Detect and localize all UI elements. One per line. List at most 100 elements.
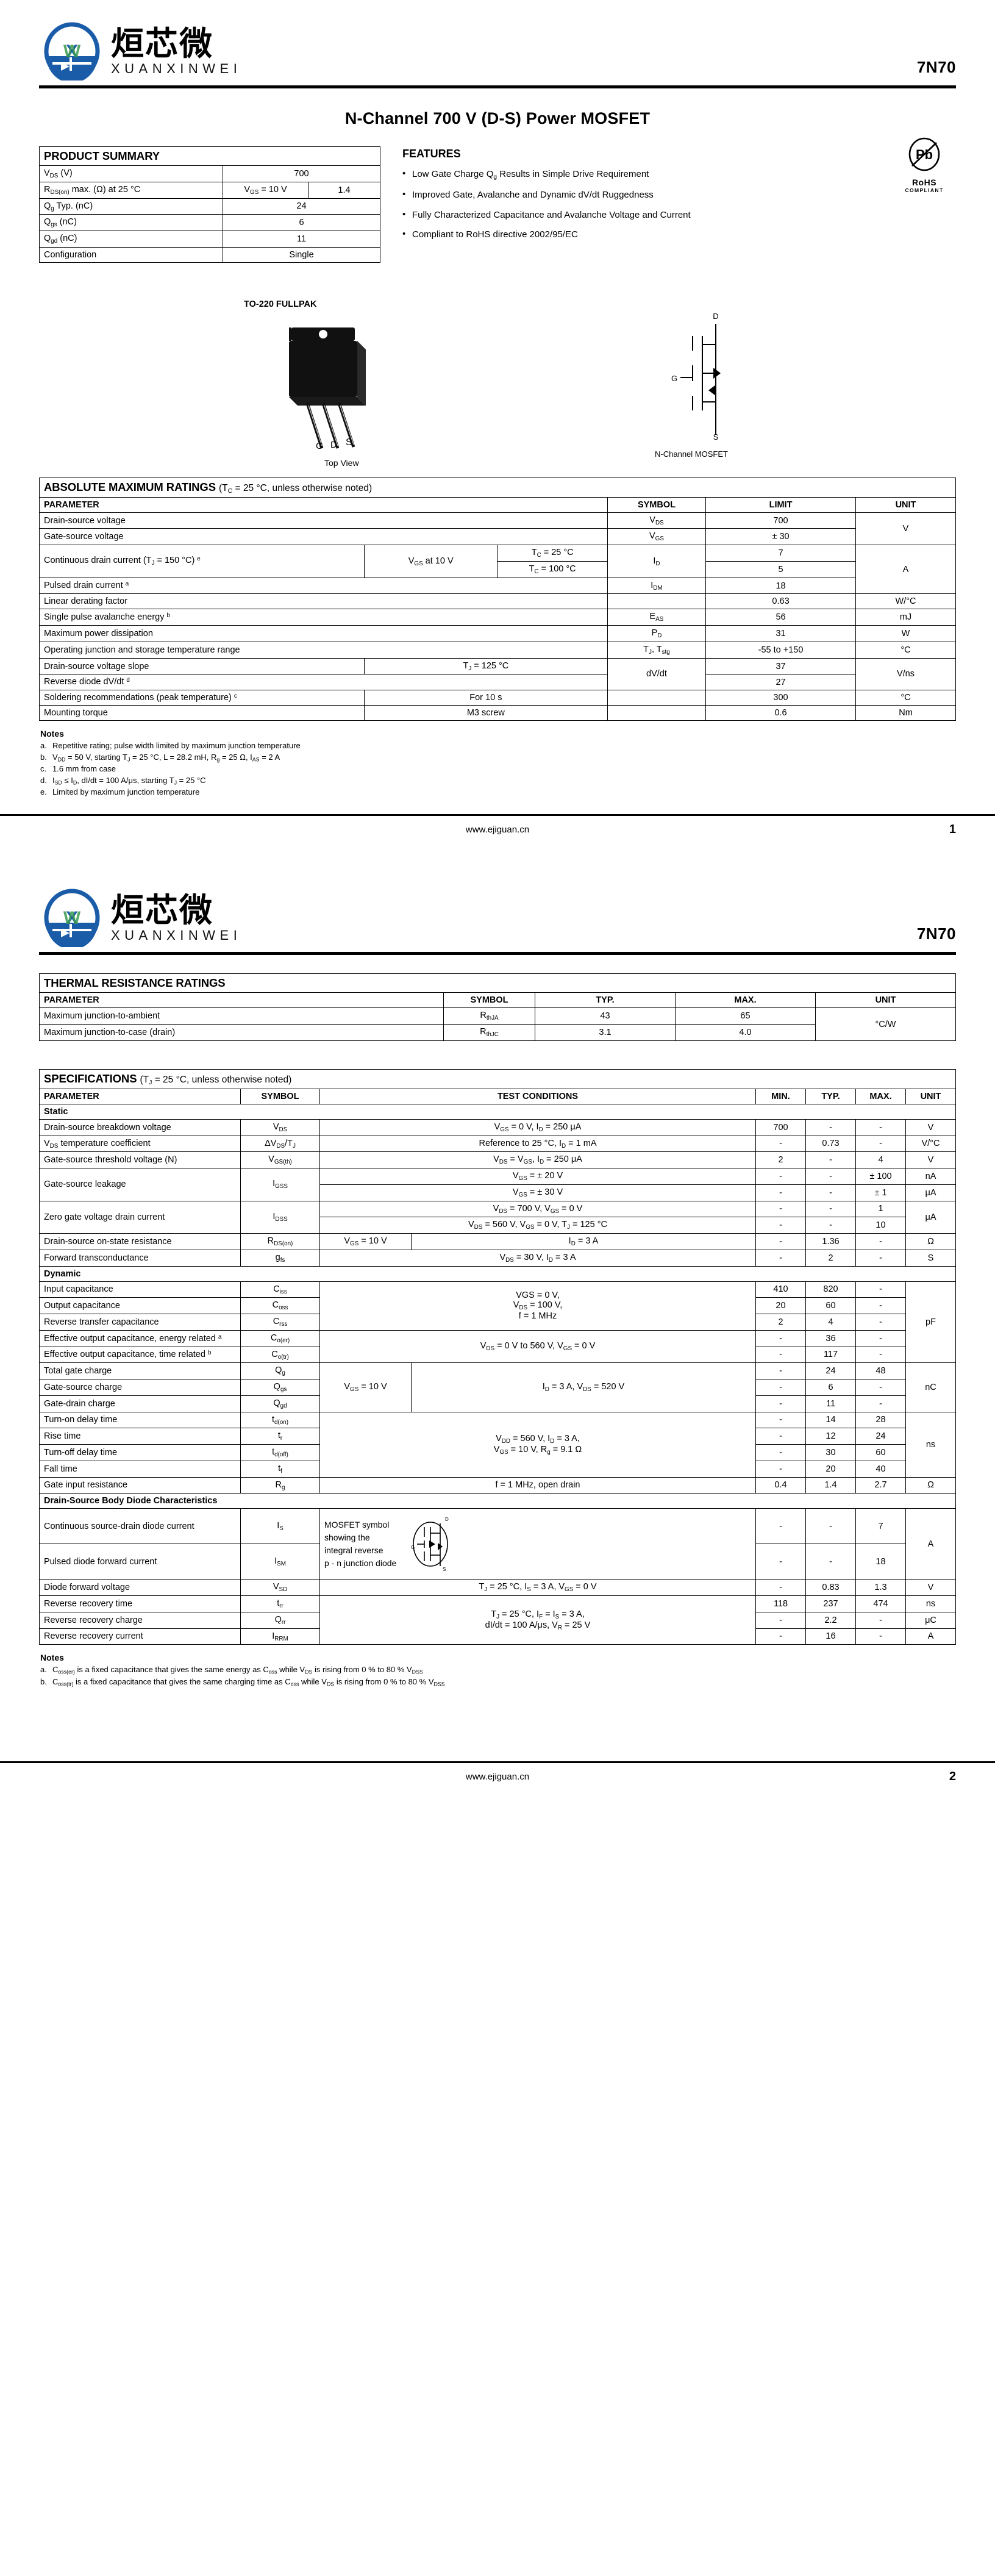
typ-cell: 43 [535,1007,676,1025]
min-cell: - [755,1184,806,1201]
package-diagram-area: TO-220 FULLPAK G D [39,295,956,478]
unit-cell: Ω [905,1476,956,1494]
min-cell: - [755,1395,806,1412]
summary-value: Single [223,246,380,263]
summary-param: Qg Typ. (nC) [39,198,223,215]
unit-cell: μC [905,1611,956,1629]
max-cell: - [855,1395,906,1412]
summary-param: Configuration [39,246,223,263]
table-row: VDS = 560 V, VGS = 0 V, TJ = 125 °C - - … [40,1217,956,1234]
table-row: Zero gate voltage drain current IDSS VDS… [39,1200,956,1234]
note-item: e. Limited by maximum junction temperatur… [39,787,956,798]
param-cell: Operating junction and storage temperatu… [39,641,608,659]
limit-cell: 56 [705,609,856,626]
max-cell: 7 [855,1508,906,1545]
pin-label-d: D [330,439,337,450]
pb-free-icon: Pb [908,137,940,171]
table-row: Gate-source threshold voltage (N) VGS(th… [39,1151,956,1169]
max-cell: 2.7 [855,1476,906,1494]
max-cell: ± 1 [855,1184,906,1201]
page-header: X W 烜芯微 XUANXINWEI 7N70 [39,22,956,84]
param-cell: Gate-drain charge [39,1395,241,1412]
note-marker: b. [40,752,47,762]
summary-value: 11 [223,231,380,248]
min-cell: - [755,1428,806,1445]
part-number: 7N70 [916,58,956,76]
max-cell: - [855,1249,906,1267]
typ-cell: 1.4 [805,1476,856,1494]
cond-cell: VDS = 0 V to 560 V, VGS = 0 V [319,1329,756,1364]
param-cell: Drain-source voltage [39,512,608,529]
max-cell: - [855,1611,906,1629]
features-section: FEATURES Low Gate Charge Qg Results in S… [401,137,956,248]
note-item: b. VDD = 50 V, starting TJ = 25 °C, L = 2… [40,752,280,763]
unit-cell: pF [905,1281,956,1364]
min-cell: - [755,1379,806,1396]
symbol-cell: VSD [240,1579,320,1597]
summary-param: Qgs (nC) [39,214,223,231]
cond-cell: TJ = 25 °C, IF = IS = 3 A, dI/dt = 100 A… [319,1595,756,1645]
table-row: Operating junction and storage temperatu… [39,641,956,659]
symbol-cell: IDM [607,577,707,595]
min-cell: - [755,1346,806,1364]
limit-cell: 700 [705,512,856,529]
typ-cell: - [805,1200,856,1218]
symbol-cell: trr [240,1595,320,1612]
limit-cell: 37 [705,657,856,675]
unit-cell: °C [855,641,956,659]
unit-cell: °C/W [815,1007,956,1041]
param-cell: Pulsed diode forward current [39,1544,241,1580]
limit-cell: 0.6 [705,704,856,721]
unit-cell: nA [905,1168,956,1185]
limit-cell: ± 30 [705,528,856,546]
symbol-cell: VGS [607,528,707,546]
limit-cell: 18 [705,577,856,595]
table-row: Qgd (nC) 11 [39,231,380,248]
symbol-cell: tf [240,1460,320,1478]
symbol-cell: Coss [240,1297,320,1315]
col-typ: TYP. [805,1088,856,1104]
footer-url: www.ejiguan.cn [465,825,530,835]
svg-text:G: G [411,1545,415,1550]
cond-cell: VDD = 560 V, ID = 3 A, VGS = 10 V, Rg = … [319,1411,756,1478]
cond-cell: TJ = 125 °C [363,657,608,675]
param-cell: Reverse recovery time [39,1595,241,1612]
param-cell: Zero gate voltage drain current [39,1200,241,1234]
xuanxinwei-logo-icon: X W [44,889,100,948]
section-body-diode: Drain-Source Body Diode Characteristics [39,1493,956,1509]
col-symbol: SYMBOL [240,1088,320,1104]
cond-line: integral reverse [324,1545,383,1555]
param-cell: Continuous drain current (TJ = 150 °C) e [39,545,365,578]
typ-cell: 24 [805,1362,856,1380]
unit-cell: V [855,512,956,546]
typ-cell: 20 [805,1460,856,1478]
summary-value: 700 [223,165,380,182]
min-cell: - [755,1460,806,1478]
min-cell: - [755,1544,806,1580]
min-cell: - [755,1508,806,1545]
typ-cell: 117 [805,1346,856,1364]
min-cell: - [755,1611,806,1629]
svg-text:S: S [443,1567,446,1572]
col-unit: UNIT [855,496,956,513]
max-cell: - [855,1281,906,1298]
table-row: Rise time tr - 12 24 [39,1428,956,1445]
notes-title: Notes [40,728,64,739]
cond-line: VDD = 560 V, ID = 3 A, [496,1433,580,1445]
table-row: Drain-source breakdown voltage VDS VGS =… [39,1118,956,1136]
cond-cell: For 10 s [363,689,608,706]
symbol-cell [607,689,707,706]
col-unit: UNIT [905,1088,956,1104]
brand-name-en: XUANXINWEI [111,60,242,76]
absolute-maximum-ratings-table: ABSOLUTE MAXIMUM RATINGS (TC = 25 °C, un… [39,477,956,799]
max-cell: - [855,1135,906,1153]
symbol-cell: Qrr [240,1611,320,1629]
min-cell: 700 [755,1118,806,1136]
typ-cell: 12 [805,1428,856,1445]
typ-cell: 1.36 [805,1233,856,1250]
param-cell: Gate-source threshold voltage (N) [39,1151,241,1169]
unit-cell: Ω [905,1233,956,1250]
max-cell: - [855,1379,906,1396]
symbol-cell: TJ, Tstg [607,641,707,659]
min-cell: 410 [755,1281,806,1298]
